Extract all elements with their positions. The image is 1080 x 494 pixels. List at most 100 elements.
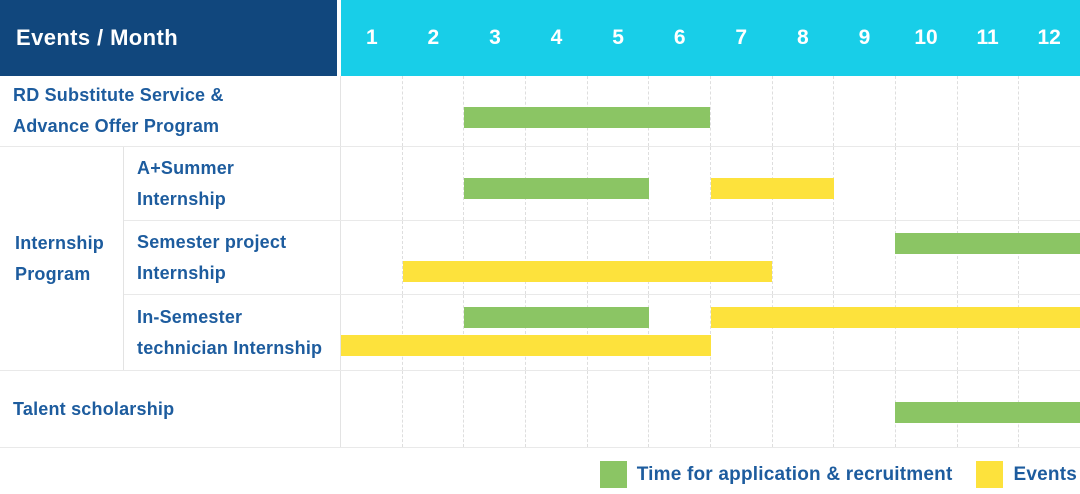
- yellow-bar: [402, 261, 773, 282]
- month-grid: [341, 221, 1080, 294]
- row-label-line: A+Summer: [137, 157, 235, 178]
- month-grid-cell: [341, 371, 403, 447]
- gantt-row-chart: [341, 371, 1080, 447]
- gantt-row-chart: [341, 221, 1080, 294]
- month-grid-cell: [896, 147, 958, 220]
- month-header-cell: 5: [612, 26, 624, 49]
- month-grid-cell: [588, 221, 650, 294]
- month-header-cell: 2: [427, 26, 440, 49]
- row-label: Semester project Internship: [124, 221, 341, 294]
- month-header-cell: 11: [976, 26, 999, 49]
- month-grid-cell: [649, 295, 712, 370]
- month-grid-cell: [588, 371, 650, 447]
- month-grid-cell: [464, 371, 527, 447]
- month-grid-cell: [403, 76, 465, 146]
- month-grid-cell: [711, 221, 773, 294]
- green-bar: [464, 178, 649, 199]
- month-grid: [341, 76, 1080, 146]
- legend-swatch-green: [599, 461, 627, 488]
- table-header-row: Events / Month 1 2 3 4 5 6 7 8 9 10 11 12: [0, 0, 1080, 76]
- month-grid-cell: [464, 295, 527, 370]
- legend-swatch-yellow: [976, 461, 1004, 488]
- month-grid-cell: [649, 371, 712, 447]
- month-grid-cell: [1019, 76, 1080, 146]
- month-grid-cell: [834, 221, 897, 294]
- row-label-line: Internship: [137, 188, 227, 209]
- month-grid-cell: [834, 76, 897, 146]
- row-label: In-Semester technician Internship: [124, 295, 341, 370]
- month-grid-cell: [464, 221, 527, 294]
- green-bar: [895, 402, 1080, 423]
- gantt-row: RD Substitute Service & Advance Offer Pro…: [0, 76, 1080, 147]
- row-label-line: technician Internship: [137, 337, 323, 358]
- month-header-cell: 8: [796, 26, 809, 49]
- green-bar: [464, 307, 649, 328]
- legend-label: Events: [1013, 463, 1077, 485]
- gantt-sub-row: Semester project Internship: [124, 221, 1080, 295]
- month-grid-cell: [958, 295, 1020, 370]
- legend: Time for application & recruitment Events: [599, 461, 1077, 488]
- month-grid-cell: [649, 147, 712, 220]
- row-label-line: Talent scholarship: [13, 398, 175, 419]
- green-bar: [895, 233, 1080, 254]
- row-label: A+Summer Internship: [124, 147, 341, 220]
- month-grid-cell: [341, 221, 403, 294]
- month-grid-cell: [526, 295, 588, 370]
- gantt-row-chart: [341, 76, 1080, 146]
- month-grid-cell: [834, 295, 897, 370]
- month-grid-cell: [341, 295, 403, 370]
- row-label-line: Program: [15, 263, 91, 284]
- month-header-row: 1 2 3 4 5 6 7 8 9 10 11 12: [341, 0, 1080, 76]
- month-header-cell: 6: [673, 26, 686, 49]
- month-grid-cell: [711, 295, 773, 370]
- row-label-line: Internship: [15, 232, 105, 253]
- gantt-row-chart: [341, 147, 1080, 220]
- row-label-line: RD Substitute Service &: [13, 85, 224, 105]
- month-header-cell: 3: [489, 26, 501, 49]
- month-grid-cell: [958, 147, 1020, 220]
- month-grid-cell: [711, 371, 773, 447]
- group-label: Internship Program: [0, 147, 124, 370]
- month-grid-cell: [1019, 221, 1080, 294]
- gantt-row-chart: [341, 295, 1080, 370]
- gantt-body: RD Substitute Service & Advance Offer Pro…: [0, 76, 1080, 448]
- gantt-row: Talent scholarship: [0, 371, 1080, 448]
- month-grid-cell: [403, 371, 465, 447]
- yellow-bar: [710, 178, 834, 199]
- month-grid-cell: [526, 371, 588, 447]
- month-grid-cell: [526, 221, 588, 294]
- month-grid-cell: [896, 221, 958, 294]
- month-grid-cell: [403, 295, 465, 370]
- month-grid-cell: [773, 76, 835, 146]
- month-grid-cell: [834, 147, 897, 220]
- gantt-sub-row: In-Semester technician Internship: [124, 295, 1080, 370]
- corner-header-cell: Events / Month: [0, 0, 341, 76]
- month-header-cell: 10: [914, 26, 938, 49]
- month-grid-cell: [403, 147, 465, 220]
- month-grid-cell: [341, 147, 403, 220]
- yellow-bar: [341, 335, 711, 356]
- month-grid-cell: [1019, 147, 1080, 220]
- month-grid-cell: [649, 76, 712, 146]
- month-header-cell: 1: [365, 26, 378, 49]
- month-header-cell: 7: [735, 26, 748, 49]
- yellow-bar: [710, 307, 1080, 328]
- green-bar: [464, 107, 711, 128]
- month-grid-cell: [649, 221, 712, 294]
- row-label: Talent scholarship: [0, 371, 341, 447]
- row-label: RD Substitute Service & Advance Offer Pro…: [0, 76, 341, 146]
- row-label-line: Advance Offer Program: [13, 116, 220, 136]
- month-grid-cell: [896, 295, 958, 370]
- month-header-cell: 12: [1037, 26, 1061, 49]
- month-grid-cell: [341, 76, 403, 146]
- group-rows: A+Summer Internship Semester project Intern…: [124, 147, 1080, 370]
- month-grid: [341, 295, 1080, 370]
- month-grid-cell: [896, 76, 958, 146]
- legend-label: Time for application & recruitment: [636, 463, 953, 485]
- month-grid-cell: [773, 295, 835, 370]
- month-grid-cell: [958, 76, 1020, 146]
- month-grid-cell: [773, 147, 835, 220]
- row-label-line: Internship: [137, 262, 227, 283]
- month-header-cell: 9: [858, 26, 871, 49]
